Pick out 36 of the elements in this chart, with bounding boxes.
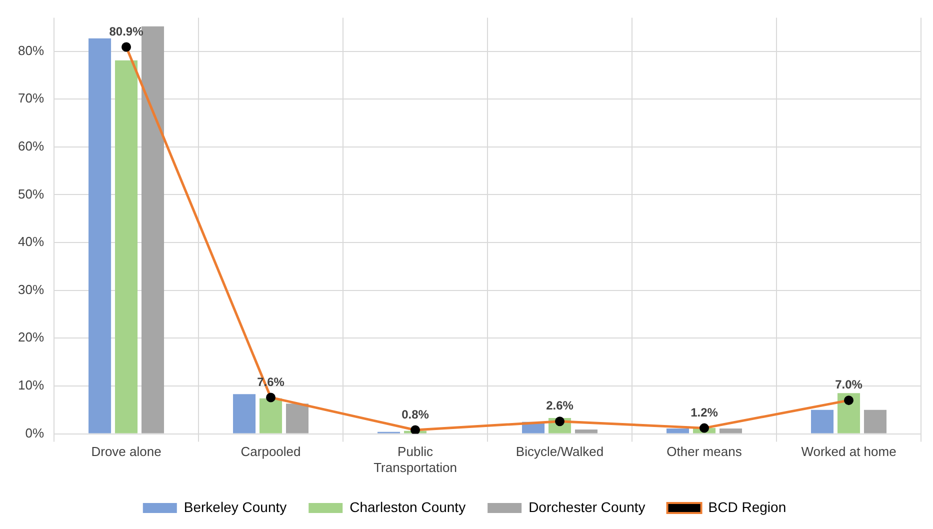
bar	[286, 404, 309, 434]
x-tick-label: Drove alone	[91, 444, 162, 460]
data-label: 2.6%	[546, 398, 574, 413]
x-tick-label: Bicycle/Walked	[516, 444, 604, 460]
bar	[115, 60, 138, 434]
bar	[864, 410, 886, 434]
bar	[574, 429, 598, 434]
x-tick-label: Public Transportation	[374, 444, 457, 475]
legend-label: BCD Region	[708, 498, 786, 515]
bar	[233, 394, 256, 434]
bar	[142, 26, 164, 434]
data-label: 0.8%	[402, 407, 430, 422]
data-label: 7.0%	[835, 378, 863, 392]
legend-label: Dorchester County	[528, 498, 646, 515]
data-label: 80.9%	[109, 24, 144, 38]
x-tick-label: Worked at home	[801, 444, 896, 460]
legend-label: Charleston County	[350, 498, 466, 515]
bar	[666, 428, 690, 434]
bar	[88, 38, 112, 434]
data-label: 1.2%	[690, 405, 718, 420]
x-tick-label: Other means	[666, 444, 742, 460]
bar	[811, 410, 834, 434]
y-tick-label: 0%	[25, 425, 44, 440]
y-tick-label: 10%	[18, 378, 44, 393]
y-tick-label: 50%	[18, 186, 44, 202]
y-tick-label: 60%	[18, 138, 44, 154]
y-tick-label: 30%	[18, 282, 44, 297]
legend-label: Berkeley County	[184, 498, 287, 515]
y-tick-label: 70%	[18, 90, 44, 106]
bar	[260, 398, 282, 434]
bar	[719, 428, 742, 434]
y-tick-label: 80%	[18, 42, 44, 58]
bar	[837, 393, 860, 434]
y-tick-label: 20%	[18, 330, 44, 345]
x-tick-label: Carpooled	[240, 444, 301, 460]
y-tick-label: 40%	[18, 234, 44, 250]
